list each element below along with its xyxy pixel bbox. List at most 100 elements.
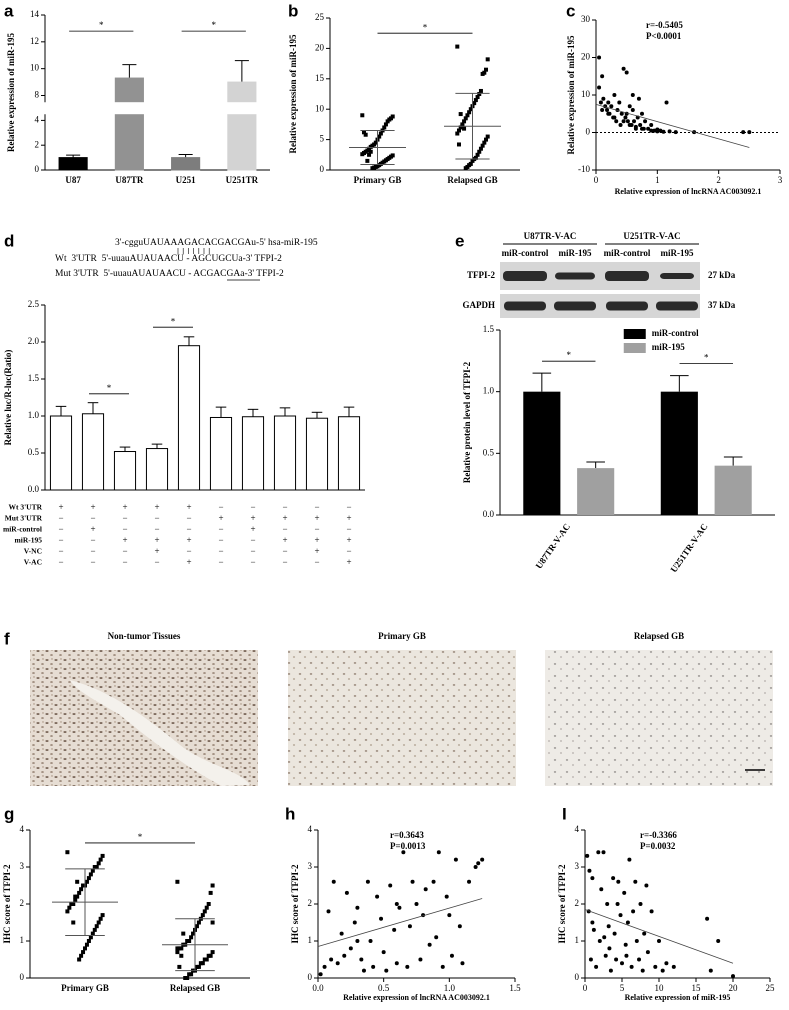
significance-label: * — [423, 22, 428, 32]
y-tick-label: 3 — [308, 861, 313, 871]
point — [453, 857, 458, 862]
x-tick-label: Relapsed GB — [170, 983, 220, 993]
point — [77, 957, 82, 962]
point — [606, 924, 611, 929]
point — [597, 55, 602, 60]
point — [434, 935, 439, 940]
protein-label: TFPI-2 — [467, 270, 495, 280]
panel-label: d — [4, 231, 14, 250]
y-axis-label: IHC score of TFPI-2 — [557, 864, 567, 943]
point — [623, 942, 628, 947]
point — [590, 920, 595, 925]
point — [90, 931, 95, 936]
y-tick-label: 4 — [20, 824, 25, 834]
significance-label: * — [212, 20, 217, 30]
x-tick-label: U251TR — [226, 175, 259, 185]
point — [365, 158, 370, 163]
point — [371, 964, 376, 969]
point — [598, 100, 603, 105]
point — [181, 931, 186, 936]
table-cell: + — [346, 535, 351, 545]
stat-label: P=0.0032 — [640, 841, 676, 851]
point — [355, 905, 360, 910]
y-tick-label: 14 — [30, 9, 40, 19]
x-tick-label: U87 — [65, 175, 81, 185]
table-cell: − — [282, 524, 287, 534]
y-tick-label: 2 — [35, 139, 40, 149]
point — [467, 879, 472, 884]
point — [640, 111, 644, 116]
table-cell: − — [186, 524, 191, 534]
blot-band — [504, 301, 546, 311]
point — [447, 913, 452, 918]
point — [73, 894, 78, 899]
point — [318, 972, 323, 977]
point — [94, 924, 99, 929]
sequence-line: 3'-cgguUAUAAAGACACGACGAu-5' hsa-miR-195 — [115, 238, 318, 248]
point — [179, 953, 184, 958]
table-cell: − — [58, 513, 63, 523]
point — [596, 850, 601, 855]
y-tick-label: 2.5 — [28, 299, 40, 309]
x-tick-label: 20 — [729, 983, 739, 993]
point — [210, 950, 215, 955]
table-cell: + — [186, 535, 191, 545]
point — [385, 119, 390, 124]
y-tick-label: 0 — [575, 972, 580, 982]
point — [206, 953, 211, 958]
point — [621, 66, 626, 71]
point — [194, 964, 199, 969]
table-cell: − — [90, 513, 95, 523]
point — [65, 850, 70, 855]
stat-label: P<0.0001 — [646, 31, 682, 41]
point — [642, 931, 647, 936]
point — [747, 130, 752, 135]
x-tick-label: U251 — [176, 175, 196, 185]
bar — [177, 345, 201, 491]
point — [597, 85, 602, 90]
point — [644, 883, 649, 888]
y-axis-label: Relative expression of miR-195 — [288, 34, 298, 154]
point — [611, 876, 616, 881]
y-tick-label: 0 — [320, 164, 325, 174]
x-tick-label: 10 — [655, 983, 665, 993]
point — [206, 902, 211, 906]
point — [606, 111, 611, 116]
point — [476, 861, 481, 866]
point — [322, 964, 327, 969]
point — [599, 887, 604, 892]
y-tick-label: 2 — [20, 898, 25, 908]
table-cell: + — [186, 557, 191, 567]
point — [175, 879, 180, 884]
point — [77, 890, 82, 895]
point — [67, 905, 72, 910]
y-tick-label: 25 — [315, 12, 325, 22]
stat-label: P=0.0013 — [390, 841, 426, 851]
y-tick-label: 20 — [581, 52, 591, 62]
sequence-line: Mut 3'UTR 5'-uuauAUAUAACU - ACGACGAa-3' … — [55, 269, 284, 279]
fit-line — [584, 909, 734, 964]
point — [608, 968, 613, 973]
point — [185, 939, 190, 943]
point — [463, 116, 468, 121]
point — [614, 119, 619, 124]
size-label: 37 kDa — [708, 300, 736, 310]
table-cell: − — [346, 546, 351, 556]
point — [603, 953, 608, 958]
significance-label: * — [107, 383, 112, 393]
point — [359, 957, 364, 962]
point — [431, 879, 436, 884]
image-title: Primary GB — [378, 631, 426, 641]
point — [202, 957, 207, 962]
point — [643, 119, 648, 124]
sequence-line: Wt 3'UTR 5'-uuauAUAUAACU - AGCUGCUa-3' T… — [55, 254, 282, 264]
point — [671, 964, 676, 969]
x-tick-label: U87TR — [115, 175, 144, 185]
x-axis-label: Relative expression of lncRNA AC003092.1 — [615, 187, 762, 196]
y-tick-label: 4 — [35, 114, 40, 124]
point — [384, 968, 389, 973]
bar — [305, 417, 329, 491]
y-tick-label: 0.5 — [483, 447, 495, 457]
x-tick-label: 2 — [716, 175, 721, 185]
